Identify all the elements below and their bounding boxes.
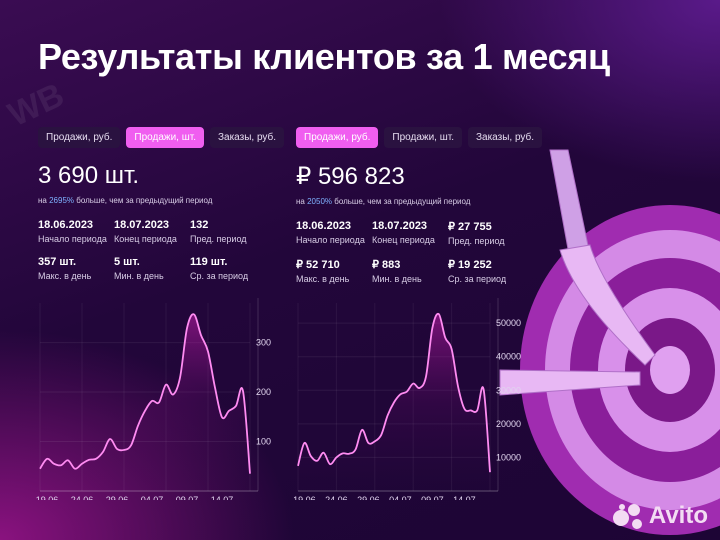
chart-sales-rub: 10000 20000 30000 40000 50000 19.06 24.06 29.06… [293,298,521,500]
y-tick-label: 10000 [496,452,521,462]
x-tick-label: 19.06 [36,495,59,500]
y-tick-label: 50000 [496,318,521,328]
stat-item: 18.07.2023 Конец периода [372,220,435,245]
y-tick-label: 30000 [496,385,521,395]
stat-item: 18.06.2023 Начало периода [296,220,365,245]
metric-tab[interactable]: Заказы, руб. [209,127,285,148]
stat-item: ₽ 52 710 Макс. в день [296,259,350,284]
x-tick-label: 29.06 [106,495,129,500]
metric-tab[interactable]: Заказы, руб. [467,127,543,148]
stat-item: ₽ 19 252 Ср. за период [448,259,507,284]
growth-text: на 2050% больше, чем за предыдущий перио… [296,197,471,206]
metric-tab[interactable]: Продажи, шт. [126,127,204,148]
stat-item: ₽ 27 755 Пред. период [448,221,505,246]
y-tick-label: 200 [256,387,271,397]
stat-item: ₽ 883 Мин. в день [372,259,422,284]
x-tick-label: 04.07 [389,495,412,500]
stats-panel: Продажи, руб. Продажи, шт. Заказы, руб. 3 6… [38,127,288,281]
x-tick-label: 14.07 [453,495,476,500]
x-tick-label: 14.07 [211,495,234,500]
stats-panel: Продажи, руб. Продажи, шт. Заказы, руб. ₽ 5… [296,127,546,284]
x-tick-label: 24.06 [325,495,348,500]
avito-logo: Avito [612,502,708,530]
total-value: 3 690 шт. [38,162,139,189]
x-tick-label: 09.07 [176,495,199,500]
x-tick-label: 19.06 [293,495,316,500]
stat-item: 18.06.2023 Начало периода [38,219,107,244]
stat-item: 119 шт. Ср. за период [190,256,249,281]
series-area [40,314,250,491]
series-line [297,312,491,473]
y-tick-label: 100 [256,437,271,447]
x-tick-label: 29.06 [357,495,380,500]
growth-text: на 2695% больше, чем за предыдущий перио… [38,196,213,205]
stat-item: 5 шт. Мин. в день [114,256,164,281]
x-tick-label: 04.07 [141,495,164,500]
metric-tabs: Продажи, руб. Продажи, шт. Заказы, руб. [296,127,546,148]
y-tick-label: 300 [256,338,271,348]
page-title: Результаты клиентов за 1 месяц [38,36,610,77]
stat-item: 18.07.2023 Конец периода [114,219,177,244]
avito-wordmark: Avito [648,502,708,529]
metric-tab[interactable]: Продажи, руб. [296,127,379,148]
total-value: ₽ 596 823 [296,163,405,190]
target-illustration [499,149,720,535]
y-tick-label: 20000 [496,419,521,429]
metric-tab[interactable]: Продажи, руб. [38,127,121,148]
series-line [39,313,251,474]
metric-tab[interactable]: Продажи, шт. [384,127,462,148]
avito-dots-icon [612,504,642,529]
chart-sales-units: 100 200 300 19.06 24.06 29.06 04.07 09.07 14.07 [36,298,271,500]
metric-tabs: Продажи, руб. Продажи, шт. Заказы, руб. [38,127,288,148]
stat-item: 132 Пред. период [190,219,247,244]
x-tick-label: 24.06 [71,495,94,500]
growth-percent: 2695% [49,196,75,205]
x-tick-label: 09.07 [421,495,444,500]
stat-item: 357 шт. Макс. в день [38,256,92,281]
growth-percent: 2050% [307,197,333,206]
y-tick-label: 40000 [496,352,521,362]
